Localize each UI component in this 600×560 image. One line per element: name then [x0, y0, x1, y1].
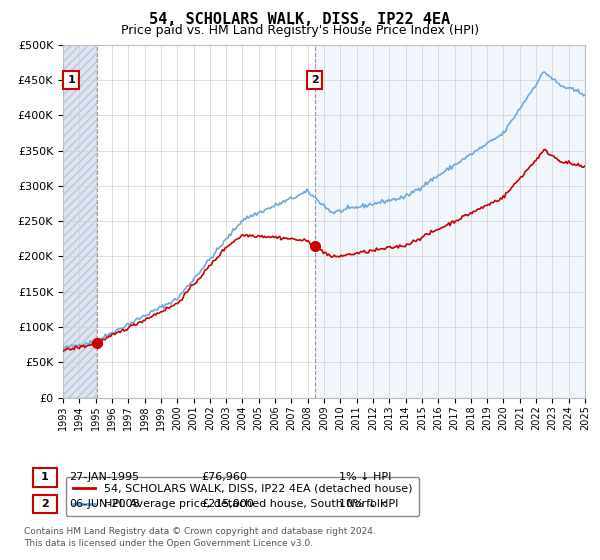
- Bar: [63, 45, 97, 398]
- Text: £76,960: £76,960: [201, 472, 247, 482]
- Text: 1: 1: [67, 75, 75, 85]
- Text: 1% ↓ HPI: 1% ↓ HPI: [339, 472, 391, 482]
- FancyBboxPatch shape: [32, 468, 58, 487]
- Text: 2: 2: [311, 75, 319, 85]
- Text: 54, SCHOLARS WALK, DISS, IP22 4EA: 54, SCHOLARS WALK, DISS, IP22 4EA: [149, 12, 451, 27]
- Text: Price paid vs. HM Land Registry's House Price Index (HPI): Price paid vs. HM Land Registry's House …: [121, 24, 479, 36]
- Text: 06-JUN-2008: 06-JUN-2008: [69, 499, 140, 509]
- Text: Contains HM Land Registry data © Crown copyright and database right 2024.: Contains HM Land Registry data © Crown c…: [24, 528, 376, 536]
- Bar: [97, 45, 315, 398]
- Text: 27-JAN-1995: 27-JAN-1995: [69, 472, 139, 482]
- Text: 10% ↓ HPI: 10% ↓ HPI: [339, 499, 398, 509]
- Bar: [315, 45, 585, 398]
- Text: £215,000: £215,000: [201, 499, 254, 509]
- FancyBboxPatch shape: [32, 494, 58, 514]
- Legend: 54, SCHOLARS WALK, DISS, IP22 4EA (detached house), HPI: Average price, detached: 54, SCHOLARS WALK, DISS, IP22 4EA (detac…: [66, 477, 419, 516]
- Text: 2: 2: [41, 499, 49, 509]
- Text: This data is licensed under the Open Government Licence v3.0.: This data is licensed under the Open Gov…: [24, 539, 313, 548]
- Text: 1: 1: [41, 472, 49, 482]
